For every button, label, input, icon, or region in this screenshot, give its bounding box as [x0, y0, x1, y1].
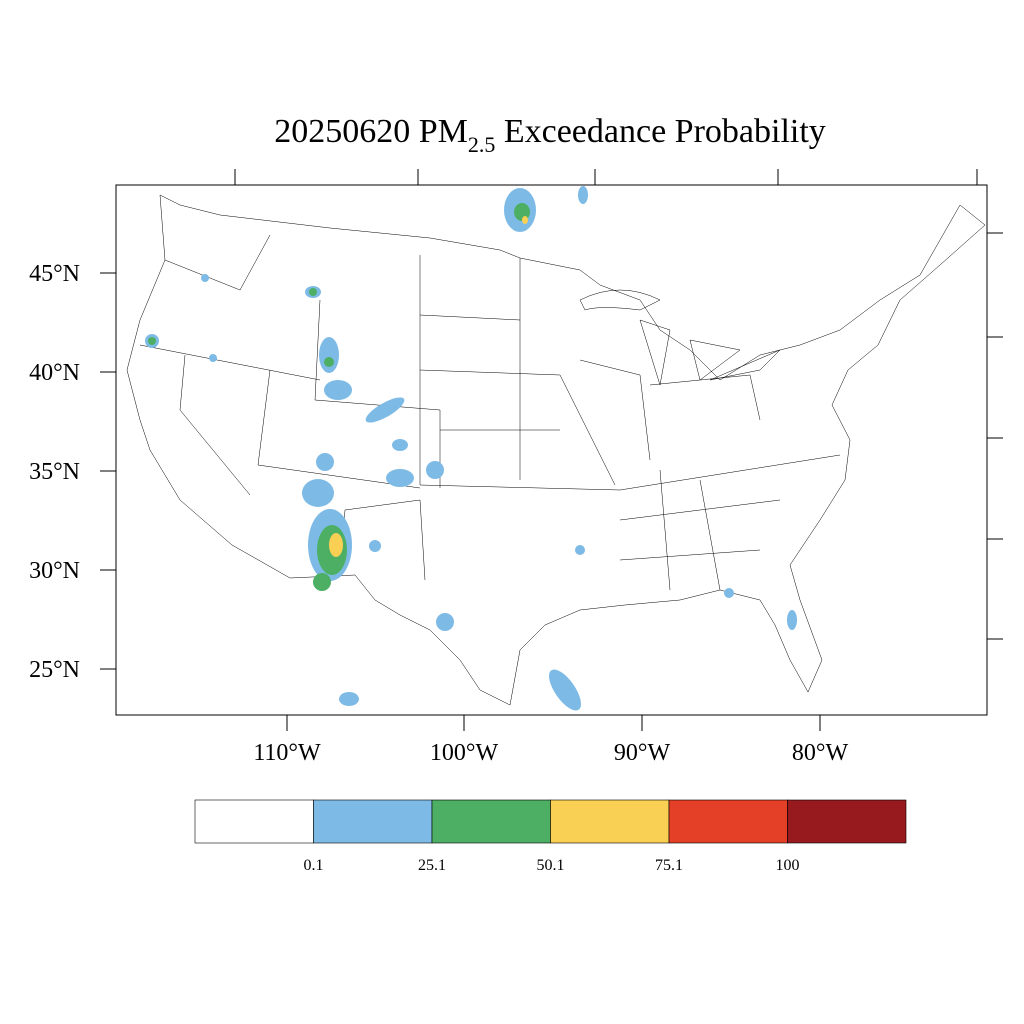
probability-area — [426, 461, 444, 479]
map — [115, 184, 988, 716]
lon-label: 110°W — [253, 740, 321, 766]
map-frame — [115, 184, 988, 716]
probability-area — [329, 533, 343, 557]
probability-area — [787, 610, 797, 630]
probability-area — [324, 357, 334, 367]
probability-area — [148, 337, 156, 345]
lakes — [579, 289, 781, 386]
probability-area — [386, 469, 414, 487]
probability-areas — [145, 186, 797, 711]
colorbar: 0.1 25.1 50.1 75.1 100 — [194, 799, 907, 874]
probability-area — [201, 274, 209, 282]
colorbar-box — [431, 799, 551, 844]
probability-area — [575, 545, 585, 555]
colorbar-box — [313, 799, 433, 844]
colorbar-label: 50.1 — [537, 857, 565, 874]
probability-area — [316, 453, 334, 471]
probability-area — [319, 337, 339, 373]
probability-area — [309, 288, 317, 296]
probability-area — [302, 479, 334, 507]
lat-label: 35°N — [29, 459, 80, 485]
probability-area — [209, 354, 217, 362]
lon-label: 90°W — [614, 740, 671, 766]
title-suffix: Exceedance Probability — [495, 113, 825, 150]
lat-label: 30°N — [29, 558, 80, 584]
probability-area — [369, 540, 381, 552]
title-subscript: 2.5 — [468, 132, 496, 157]
lat-label: 40°N — [29, 360, 80, 386]
colorbar-label: 75.1 — [655, 857, 683, 874]
colorbar-box — [194, 799, 314, 844]
lat-label: 25°N — [29, 657, 80, 683]
colorbar-box — [787, 799, 907, 844]
title: 20250620 PM2.5 Exceedance Probability — [274, 113, 826, 157]
lon-label: 100°W — [430, 740, 499, 766]
axes: 45°N 40°N 35°N 30°N 25°N 110°W 100°W 90°W 80°W — [29, 169, 1003, 766]
probability-area — [724, 588, 734, 598]
colorbar-label: 25.1 — [418, 857, 446, 874]
probability-area — [313, 573, 331, 591]
title-prefix: 20250620 PM — [274, 113, 468, 150]
colorbar-label: 0.1 — [304, 857, 324, 874]
probability-area — [522, 216, 528, 224]
probability-area — [392, 439, 408, 451]
colorbar-box — [668, 799, 788, 844]
colorbar-label: 100 — [776, 857, 800, 874]
probability-area — [339, 692, 359, 706]
probability-area — [578, 186, 588, 204]
lat-label: 45°N — [29, 261, 80, 287]
colorbar-box — [550, 799, 670, 844]
lon-label: 80°W — [792, 740, 849, 766]
probability-area — [324, 380, 352, 400]
us-outline — [126, 194, 986, 706]
probability-area — [436, 613, 454, 631]
probability-area — [365, 397, 405, 423]
probability-area — [548, 669, 582, 711]
